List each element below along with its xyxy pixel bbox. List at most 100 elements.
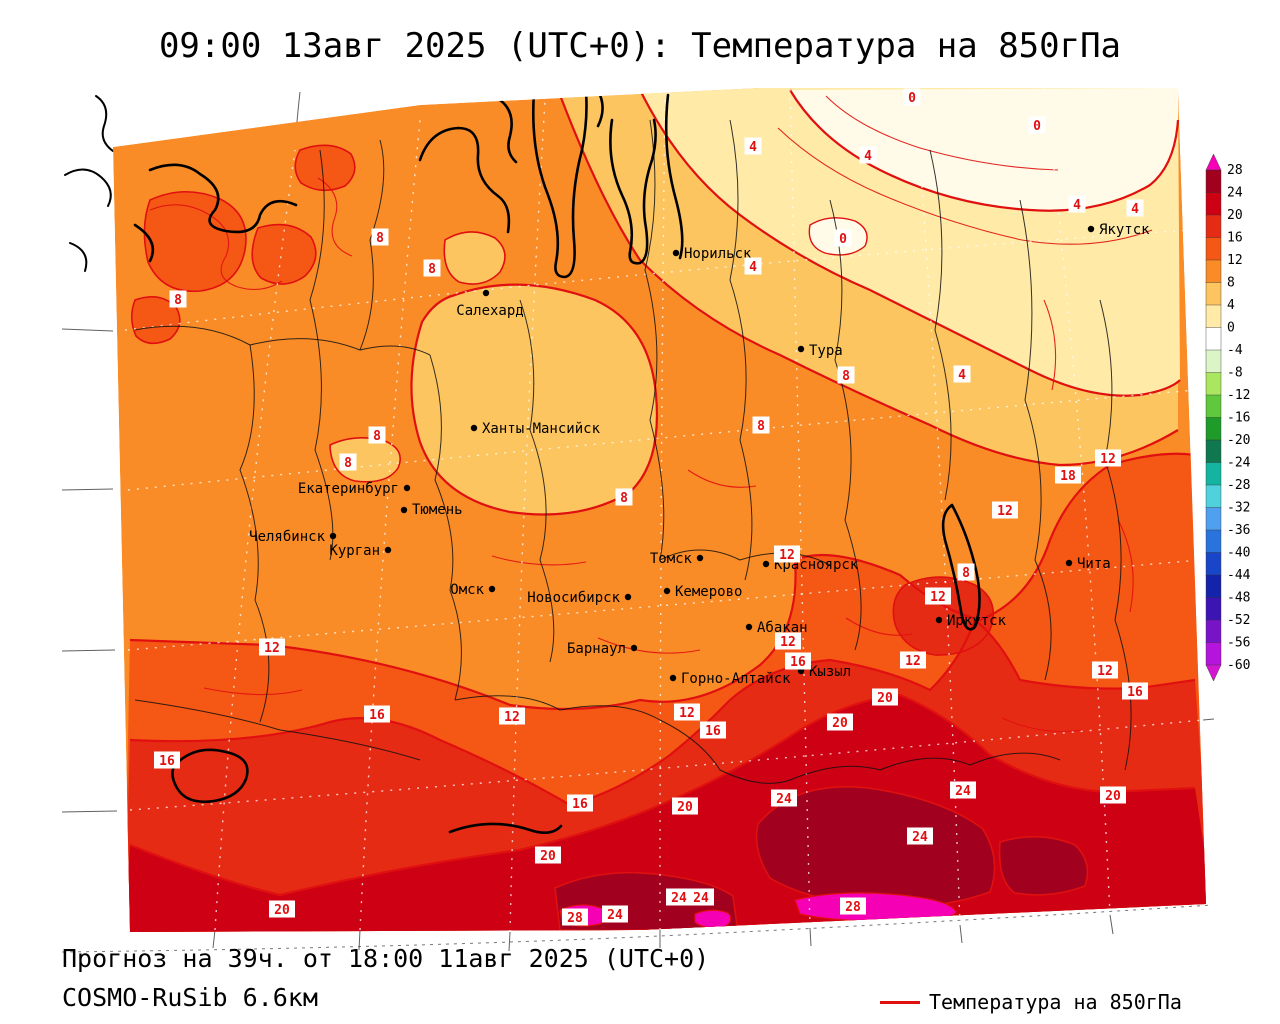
border-line (359, 139, 385, 351)
contour-label: 16 (364, 705, 390, 723)
contour-label-value: 4 (958, 368, 966, 383)
contour-label-box (535, 846, 561, 864)
contour-label-box (1055, 466, 1081, 484)
contour-label: 0 (1028, 116, 1046, 134)
contour-label-box (1126, 199, 1144, 217)
city-marker: Якутск (1087, 222, 1150, 238)
contour-label-value: 16 (790, 655, 806, 670)
colorbar-label: -44 (1227, 568, 1251, 583)
region-4-8-center (410, 283, 659, 516)
contour-label-value: 8 (373, 429, 381, 444)
contour-label-value: 16 (705, 724, 721, 739)
colorbar-band (1205, 417, 1222, 441)
city-dot (663, 587, 671, 595)
contour-label: 12 (992, 501, 1018, 519)
contour-label-value: 8 (842, 369, 850, 384)
colorbar-label: -32 (1227, 501, 1250, 516)
contour-label-box (752, 416, 770, 434)
coastline (95, 95, 114, 152)
colorbar-label: 8 (1227, 276, 1235, 291)
city-marker: Салехард (456, 289, 524, 319)
colorbar-label: -52 (1227, 613, 1250, 628)
colorbar-band (1205, 529, 1222, 554)
contour-label-value: 12 (905, 654, 921, 669)
city-marker: Норильск (672, 246, 752, 262)
city-marker: Ханты-Мансийск (470, 421, 601, 437)
city-label: Омск (450, 582, 484, 598)
region-24-28 (755, 785, 996, 908)
contour-label-value: 8 (757, 419, 765, 434)
graticule-line (508, 931, 511, 952)
region-above-28 (694, 909, 732, 929)
contour-label-value: 8 (962, 566, 970, 581)
contour-label: 12 (1092, 661, 1118, 679)
city-marker: Тюмень (400, 502, 463, 518)
city-dot (797, 345, 805, 353)
contour-label-value: 12 (779, 548, 795, 563)
city-marker: Челябинск (249, 529, 337, 545)
city-label: Тура (809, 343, 843, 359)
contour-label: 4 (744, 137, 762, 155)
contour-label-value: 0 (1033, 119, 1041, 134)
contour-label: 4 (859, 146, 877, 164)
cities: Норильск Салехард Тура Якутск Ханты-Мансийск… (249, 222, 1150, 687)
contour-label: 16 (785, 652, 811, 670)
city-dot (1065, 559, 1073, 567)
graticule-line (61, 328, 114, 332)
contour-label-box (674, 703, 700, 721)
isotherm-minor (1043, 299, 1057, 391)
colorbar-below-arrow (1205, 664, 1222, 682)
city-label: Курган (329, 543, 380, 559)
colorbar-band (1205, 214, 1222, 239)
city-label: Абакан (757, 620, 808, 636)
isotherm-minor (845, 617, 913, 636)
contour-label-value: 24 (776, 792, 792, 807)
isotherm-8 (558, 94, 1179, 467)
city-dot (384, 546, 392, 554)
city-marker: Кемерово (663, 584, 742, 600)
city-label: Кызыл (809, 664, 851, 680)
colorbar-label: 12 (1227, 253, 1243, 268)
graticule-line (789, 89, 811, 929)
city-dot (696, 554, 704, 562)
contour-label-value: 0 (839, 232, 847, 247)
contour-label-box (602, 905, 628, 923)
contour-label-value: 20 (540, 849, 556, 864)
temperature-line-sample (880, 1000, 920, 1004)
graticule-line (127, 389, 1197, 491)
region-24-28 (998, 835, 1089, 896)
contour-label: 12 (774, 545, 800, 563)
border-line (1019, 199, 1052, 681)
coastline-island (498, 98, 518, 164)
colorbar-above-arrow (1205, 153, 1222, 171)
contour-label-box (672, 797, 698, 815)
contour-label-value: 24 (912, 830, 928, 845)
city-label: Екатеринбург (298, 481, 399, 497)
contour-label: 4 (744, 257, 762, 275)
contour-label-box (827, 713, 853, 731)
contour-label-value: 24 (671, 891, 687, 906)
contour-label-value: 12 (264, 641, 280, 656)
mountain-border (448, 822, 563, 835)
graticule-line (1202, 718, 1215, 721)
colorbar-band (1205, 597, 1222, 621)
contour-label-box (666, 888, 692, 906)
forecast-info: Прогноз на 39ч. от 18:00 11авг 2025 (UTC… (62, 944, 710, 973)
contour-label-box (615, 488, 633, 506)
contour-label: 24 (907, 827, 933, 845)
city-dot (400, 506, 408, 514)
contour-label-box (771, 789, 797, 807)
colorbar-label: -48 (1227, 591, 1250, 606)
colorbar-label: -60 (1227, 658, 1250, 673)
contour-label: 12 (1095, 449, 1121, 467)
colorbar-label: -12 (1227, 388, 1250, 403)
contour-label: 24 (950, 781, 976, 799)
isotherm-4 (639, 89, 1181, 397)
colorbar-band (1205, 259, 1222, 284)
contour-label-value: 16 (369, 708, 385, 723)
graticule-line (61, 904, 1213, 953)
contour-label-value: 8 (376, 231, 384, 246)
contour-label: 8 (957, 563, 975, 581)
contour-label-value: 16 (1127, 685, 1143, 700)
